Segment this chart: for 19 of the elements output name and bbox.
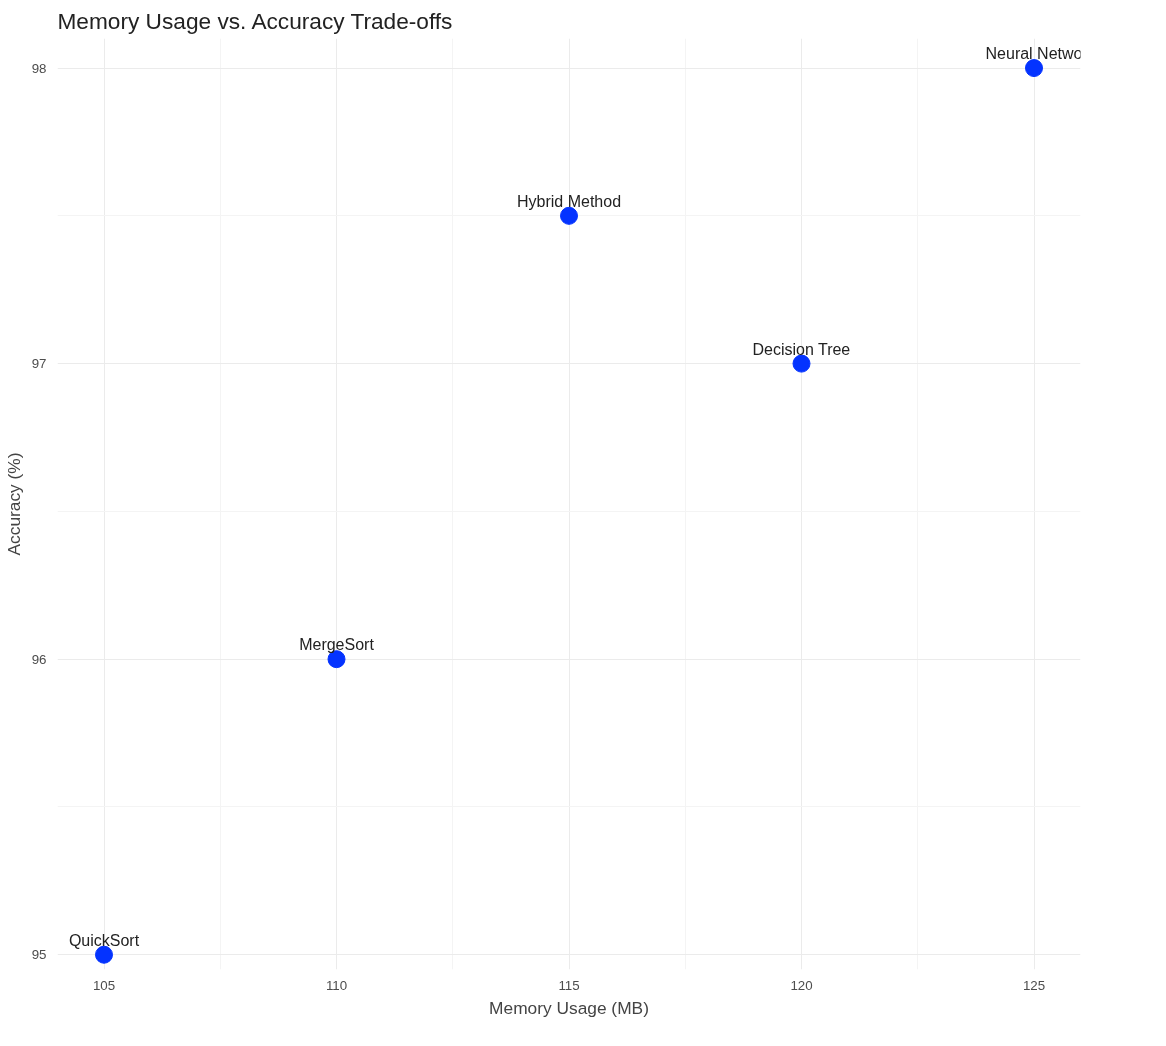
y-axis-title: Accuracy (%)	[3, 452, 24, 556]
x-tick-label: 115	[558, 977, 580, 993]
x-axis-title: Memory Usage (MB)	[489, 997, 649, 1018]
annotation: Decision Tree	[752, 340, 851, 358]
annotation: Hybrid Method	[516, 192, 622, 210]
annotation: QuickSort	[68, 931, 140, 949]
y-tick-label: 96	[31, 651, 47, 667]
x-tick-label: 125	[1022, 977, 1046, 993]
point	[560, 206, 578, 225]
x-tick-label: 110	[325, 977, 348, 993]
x-tick-label: 105	[92, 977, 116, 993]
chart-title: Memory Usage vs. Accuracy Trade-offs	[57, 7, 453, 34]
y-tick-label: 98	[31, 60, 47, 76]
y-tick-label: 97	[31, 356, 47, 372]
x-tick-label: 120	[790, 977, 813, 993]
point	[1025, 59, 1043, 78]
point	[792, 354, 811, 373]
annotation: MergeSort	[299, 636, 375, 654]
y-tick-label: 95	[31, 947, 47, 963]
